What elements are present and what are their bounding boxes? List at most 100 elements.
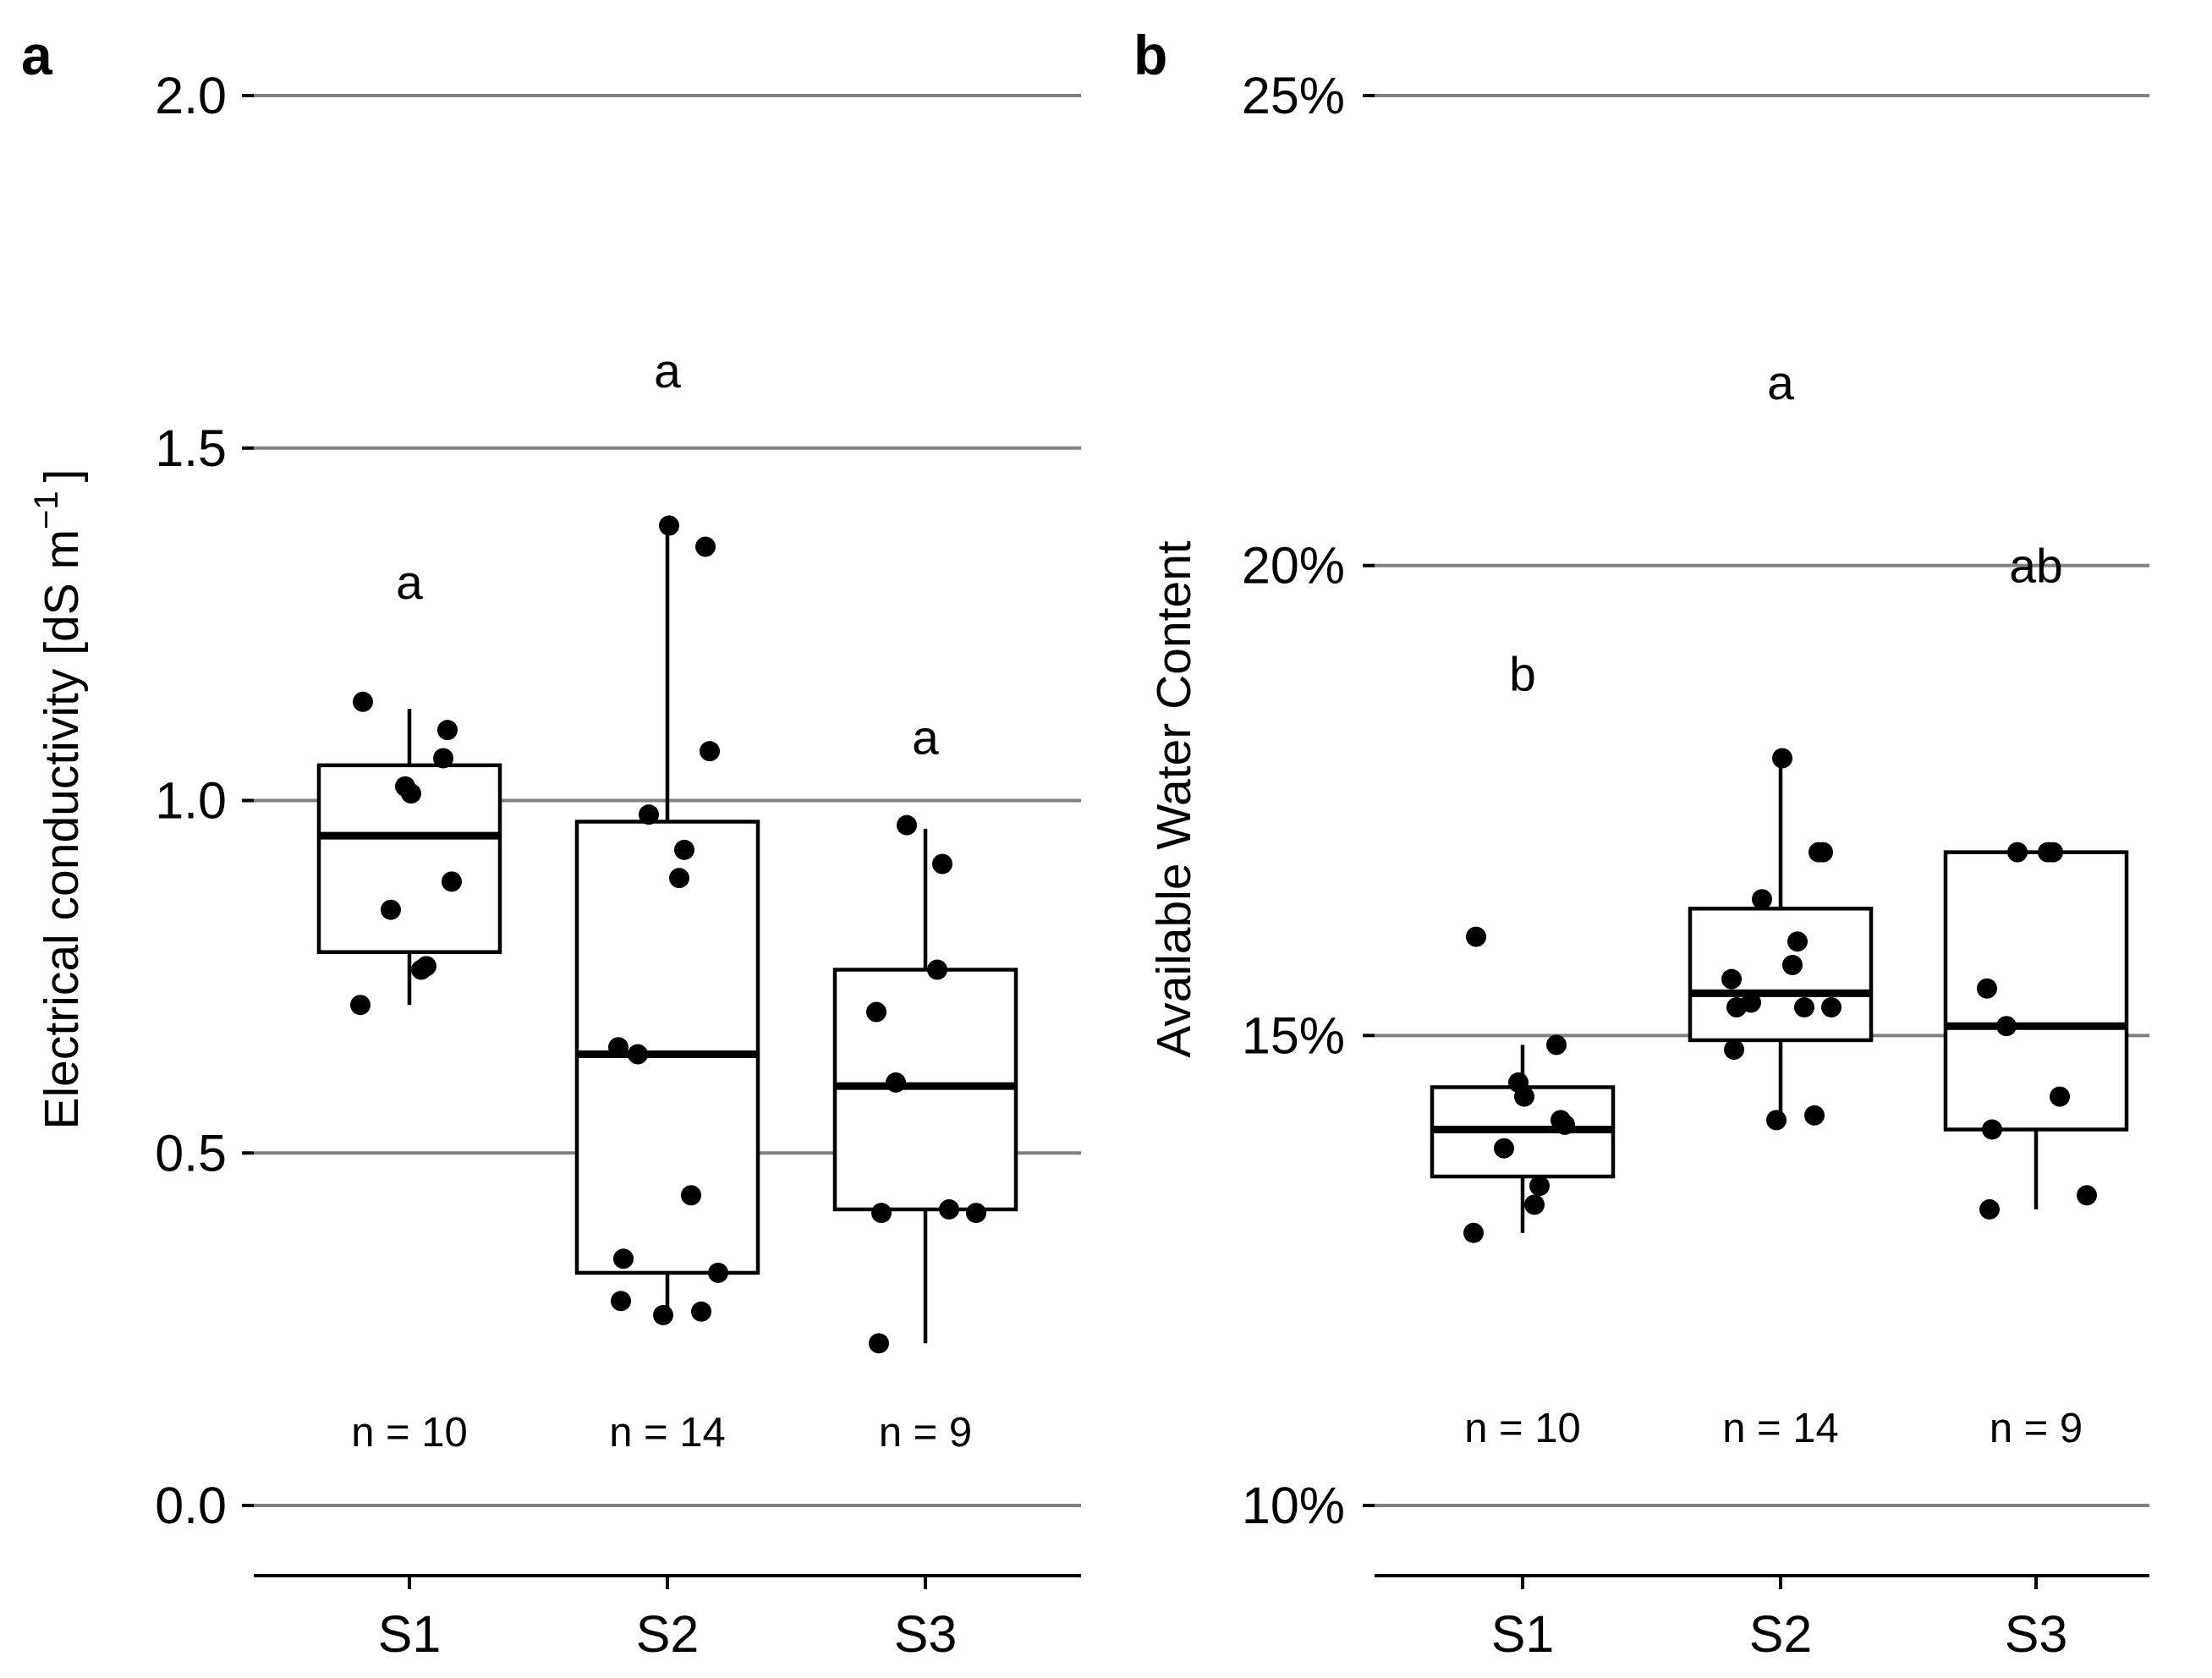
data-point [1494, 1138, 1514, 1159]
y-tick-label: 15% [1242, 1006, 1345, 1064]
box-group-s1: a n = 10 S1 [316, 556, 502, 1663]
data-point [381, 899, 401, 920]
data-point [1821, 996, 1842, 1017]
y-axis-label: Electrical conductivity [dS m−1] [28, 469, 89, 1129]
n-count-label: n = 14 [609, 1410, 726, 1456]
data-point [1982, 1119, 2002, 1140]
significance-letter: a [912, 710, 939, 765]
data-point [1787, 931, 1808, 952]
data-point [613, 1248, 634, 1269]
data-point [411, 959, 431, 980]
data-point [433, 748, 453, 769]
data-point [681, 1185, 701, 1206]
y-tick-label: 1.0 [155, 772, 227, 830]
data-point [1813, 842, 1833, 863]
x-tick-label: S1 [1491, 1605, 1555, 1663]
data-point [871, 1203, 892, 1224]
y-tick-label: 10% [1242, 1477, 1345, 1534]
n-count-label: n = 14 [1722, 1406, 1839, 1451]
data-point [1979, 1198, 2000, 1220]
significance-letter: a [654, 344, 681, 398]
box-iqr [316, 763, 502, 954]
data-point [1772, 748, 1792, 769]
significance-letter: a [1767, 356, 1794, 410]
n-count-label: n = 10 [351, 1410, 468, 1456]
box-group-s2: a n = 14 S2 [1688, 356, 1874, 1663]
data-point [1724, 1039, 1744, 1061]
data-point [1555, 1114, 1575, 1135]
data-point [1524, 1194, 1545, 1215]
data-point [1804, 1105, 1825, 1126]
data-point [869, 1333, 889, 1354]
data-point [639, 804, 659, 825]
data-point [695, 536, 716, 557]
data-point [653, 1304, 673, 1325]
n-count-label: n = 9 [1990, 1406, 2083, 1451]
data-point [442, 871, 462, 892]
box-group-s1: b n = 10 S1 [1430, 647, 1616, 1663]
y-tick-label: 25% [1242, 67, 1345, 124]
data-point [866, 1001, 886, 1023]
box-iqr [1943, 850, 2129, 1132]
data-point [1782, 954, 1803, 975]
data-point [669, 868, 689, 889]
panel-letter: a [21, 24, 53, 86]
box-iqr [574, 820, 760, 1275]
x-tick-label: S2 [1749, 1605, 1813, 1663]
x-tick-label: S3 [2005, 1605, 2068, 1663]
x-tick-label: S2 [636, 1605, 700, 1663]
data-point [2038, 842, 2058, 863]
data-point [2007, 842, 2028, 863]
panel-b-awc-boxplot: 10% 15% 20% 25% Available Water Content b b n =… [1133, 24, 2149, 1663]
data-point [897, 814, 917, 836]
data-point [1977, 978, 1997, 999]
data-point [611, 1291, 631, 1312]
data-point [659, 515, 679, 536]
data-point [1514, 1086, 1534, 1107]
x-tick-label: S1 [378, 1605, 442, 1663]
data-point [437, 720, 458, 741]
data-point [1996, 1016, 2017, 1037]
data-point [1721, 968, 1742, 990]
box-group-s3: a n = 9 S3 [832, 710, 1018, 1663]
data-point [350, 995, 370, 1016]
data-point [708, 1262, 728, 1283]
data-point [628, 1044, 648, 1065]
data-point [401, 783, 421, 804]
significance-letter: ab [2009, 540, 2062, 594]
data-point [1529, 1176, 1550, 1197]
data-point [691, 1301, 711, 1322]
data-point [966, 1203, 986, 1224]
data-point [700, 741, 720, 762]
data-point [2050, 1086, 2070, 1107]
panel-a-ec-boxplot: 0.0 0.5 1.0 1.5 2.0 Electrical conductivity [… [21, 24, 1081, 1663]
data-point [2077, 1185, 2097, 1206]
x-tick-label: S3 [894, 1605, 958, 1663]
box-group-s3: ab n = 9 S3 [1943, 540, 2129, 1663]
significance-letter: a [396, 556, 423, 610]
data-point [608, 1037, 628, 1058]
y-tick-label: 0.5 [155, 1124, 227, 1182]
y-tick-label: 2.0 [155, 67, 227, 124]
data-point [353, 691, 373, 712]
y-tick-label: 0.0 [155, 1477, 227, 1534]
data-point [927, 959, 947, 980]
y-tick-label: 20% [1242, 537, 1345, 595]
data-point [1546, 1034, 1567, 1056]
box-iqr [1688, 907, 1874, 1043]
data-point [1463, 1222, 1484, 1243]
data-point [939, 1198, 959, 1220]
data-point [932, 853, 952, 875]
data-point [1726, 996, 1747, 1017]
n-count-label: n = 10 [1464, 1406, 1581, 1451]
data-point [886, 1072, 906, 1093]
significance-letter: b [1509, 647, 1536, 701]
n-count-label: n = 9 [879, 1410, 972, 1456]
data-point [1752, 889, 1772, 910]
data-point [1794, 996, 1814, 1017]
data-point [1466, 926, 1486, 947]
data-point [1766, 1110, 1787, 1131]
box-group-s2: a n = 14 S2 [574, 344, 760, 1663]
y-axis-label: Available Water Content [1147, 540, 1201, 1058]
